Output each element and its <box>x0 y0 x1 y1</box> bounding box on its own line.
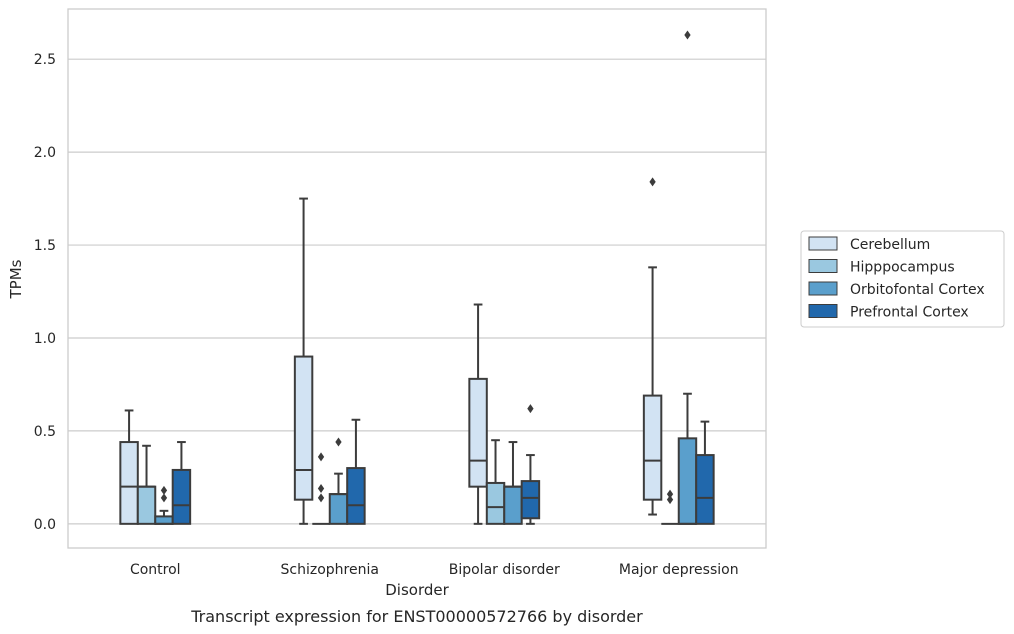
legend-swatch <box>808 236 838 251</box>
outlier-point <box>160 485 168 495</box>
outlier-point <box>527 404 534 414</box>
box-body <box>503 485 523 525</box>
box-1-1 <box>312 452 330 525</box>
box-0-1 <box>136 444 157 525</box>
legend: Cerebellum Hipppocampus Orbitofontal Corte… <box>800 230 1005 328</box>
y-tick-label: 2.5 <box>34 52 56 68</box>
x-tick-label: Major depression <box>619 562 739 578</box>
outlier-point <box>666 495 674 505</box>
x-tick-label: Schizophrenia <box>281 562 379 578</box>
box-3-1 <box>661 489 679 525</box>
box-2-2 <box>503 441 523 525</box>
legend-label: Orbitofontal Cortex <box>850 282 985 298</box>
box-body <box>468 377 488 488</box>
x-axis-label: Disorder <box>385 581 449 599</box>
x-tick-label: Control <box>130 562 181 578</box>
box-groups <box>119 30 715 525</box>
box-body <box>136 485 157 525</box>
legend-label: Cerebellum <box>850 237 930 253</box>
box-body <box>293 355 314 501</box>
box-3-3 <box>695 420 715 525</box>
box-body <box>119 441 139 525</box>
outlier-point <box>666 489 674 499</box>
plot-frame <box>67 8 767 549</box>
y-axis-label: TPMs <box>7 259 25 299</box>
box-body <box>154 515 174 525</box>
outlier-point <box>317 484 325 494</box>
x-axis-ticks: Control Schizophrenia Bipolar disorder Majo… <box>130 562 739 578</box>
outlier-point <box>335 437 342 447</box>
box-0-3 <box>171 441 192 525</box>
y-tick-label: 0.0 <box>34 517 56 533</box>
y-tick-label: 2.0 <box>34 145 56 161</box>
box-body <box>328 493 349 525</box>
box-1-3 <box>346 418 366 525</box>
box-1-2 <box>328 437 349 525</box>
box-body <box>346 467 366 525</box>
outlier-point <box>160 493 168 503</box>
box-2-1 <box>485 439 506 525</box>
legend-swatch <box>808 259 838 273</box>
legend-label: Hipppocampus <box>850 260 955 276</box>
box-3-2 <box>677 30 698 525</box>
box-3-0 <box>642 177 663 516</box>
y-tick-label: 1.0 <box>34 331 56 347</box>
outlier-point <box>684 30 691 40</box>
box-0-2 <box>154 485 174 525</box>
box-body <box>520 480 541 520</box>
legend-label: Prefrontal Cortex <box>850 305 969 321</box>
y-tick-label: 0.5 <box>34 424 56 440</box>
box-0-0 <box>119 409 139 525</box>
chart-caption: Transcript expression for ENST0000057276… <box>190 607 643 626</box>
outlier-point <box>317 493 325 503</box>
y-axis-ticks: 0.0 0.5 1.0 1.5 2.0 2.5 <box>34 52 56 533</box>
gridlines <box>68 58 766 525</box>
legend-frame <box>800 230 1005 328</box>
box-body <box>642 394 663 501</box>
legend-swatch <box>808 304 838 318</box>
box-2-0 <box>468 303 488 525</box>
box-1-0 <box>293 197 314 525</box>
x-tick-label: Bipolar disorder <box>449 562 560 578</box>
outlier-point <box>317 452 325 462</box>
box-body <box>171 468 192 525</box>
box-body <box>485 481 506 525</box>
legend-swatch <box>808 281 838 296</box>
box-body <box>695 454 715 525</box>
box-2-3 <box>520 404 541 525</box>
y-tick-label: 1.5 <box>34 238 56 254</box>
outlier-point <box>649 177 656 187</box>
box-body <box>677 437 698 525</box>
